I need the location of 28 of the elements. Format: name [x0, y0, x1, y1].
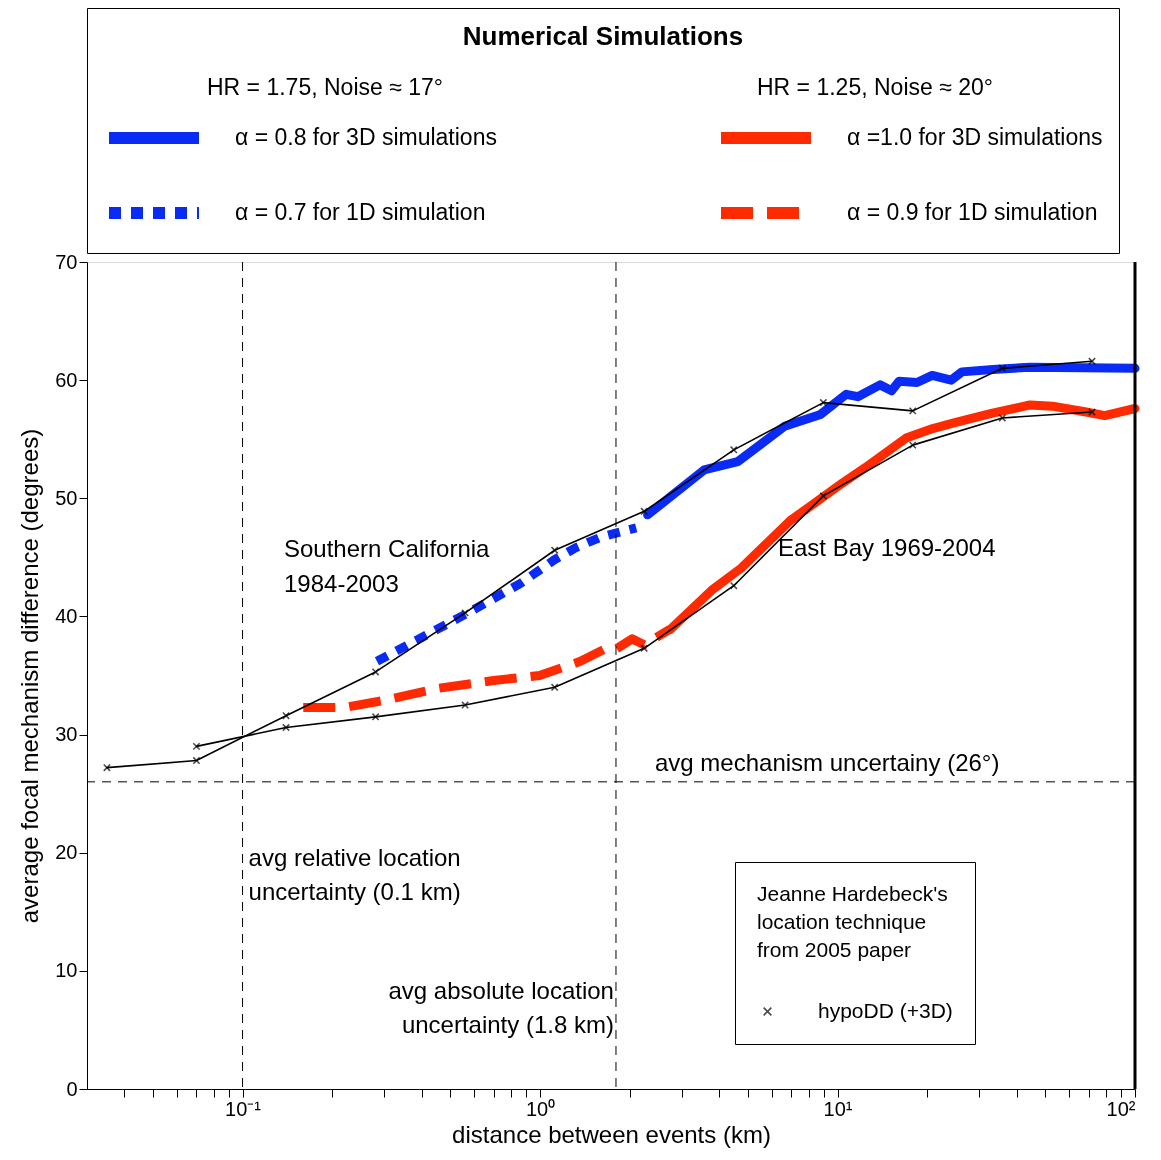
- x-axis-title: distance between events (km): [452, 1120, 771, 1148]
- x-tick-label: 10⁻¹: [225, 1097, 262, 1120]
- legend-label: hypoDD (+3D): [818, 998, 953, 1022]
- y-tick-label: 60: [55, 368, 78, 391]
- y-tick-label: 40: [55, 604, 78, 627]
- ref-line-label: avg relative location uncertainty (0.1 km): [248, 844, 461, 905]
- ref-line-label: avg mechanism uncertainy (26°): [655, 748, 1000, 776]
- x-tick-label: 10⁰: [525, 1097, 556, 1120]
- annotation: Southern California 1984-2003: [284, 535, 491, 597]
- y-tick-label: 0: [66, 1077, 78, 1100]
- legend-label: α =1.0 for 3D simulations: [847, 124, 1103, 150]
- y-tick-label: 10: [55, 959, 78, 982]
- x-tick-label: 10¹: [823, 1097, 853, 1120]
- ref-line-label: avg absolute location uncertainty (1.8 km): [388, 977, 614, 1038]
- legend-label: α = 0.7 for 1D simulation: [235, 199, 486, 225]
- legend-label: α = 0.9 for 1D simulation: [847, 199, 1098, 225]
- y-axis-title: average focal mechanism difference (degrees): [16, 428, 44, 924]
- y-tick-label: 70: [55, 250, 78, 273]
- y-tick-label: 50: [55, 486, 78, 509]
- annotation: East Bay 1969-2004: [778, 534, 996, 561]
- legend-label: α = 0.8 for 3D simulations: [235, 124, 497, 150]
- y-tick-label: 30: [55, 723, 78, 746]
- y-tick-label: 20: [55, 841, 78, 864]
- x-tick-label: 10²: [1106, 1097, 1136, 1120]
- annotation: Jeanne Hardebeck's location technique from 2005 paper: [757, 882, 948, 961]
- legend-title: Numerical Simulations: [462, 21, 744, 51]
- text: HR = 1.75, Noise ≈ 17°: [207, 74, 443, 100]
- text: HR = 1.25, Noise ≈ 20°: [757, 74, 993, 100]
